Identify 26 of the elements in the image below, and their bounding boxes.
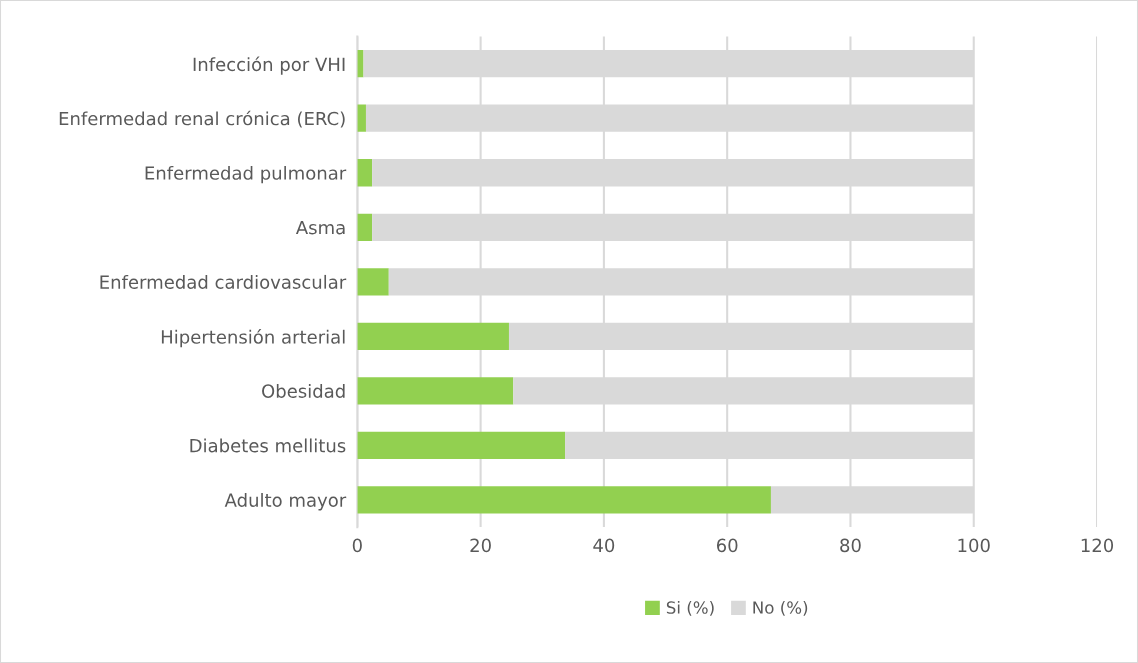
y-tick-label: Hipertensión arterial [161,329,345,348]
legend-label: Si (%) [666,600,714,616]
bar [357,104,366,132]
y-tick-label: Enfermedad pulmonar [145,165,347,184]
bar [357,377,514,405]
legend-label: No (%) [753,600,808,616]
x-tick-label: 0 [352,538,362,553]
bar [357,213,373,241]
y-tick-label: Diabetes mellitus [190,438,346,453]
y-tick-label: Adulto mayor [224,492,347,511]
y-tick-label: Enfermedad renal crónica (ERC) [59,110,345,128]
y-tick-label: Asma [295,220,345,235]
x-tick-label: 80 [840,538,861,553]
x-tick-label: 100 [958,538,990,553]
bar [357,486,771,514]
y-tick-label: Enfermedad cardiovascular [100,274,347,289]
y-tick-label: Infección por VHI [193,56,345,75]
bar [357,159,373,187]
bar [357,431,566,459]
x-tick-label: 60 [716,538,738,553]
bar [357,322,509,350]
x-tick-label: 20 [470,538,491,553]
x-tick-label: 120 [1081,538,1114,553]
y-tick-label: Obesidad [262,383,345,398]
bar [357,268,389,296]
x-tick-label: 40 [593,538,615,553]
